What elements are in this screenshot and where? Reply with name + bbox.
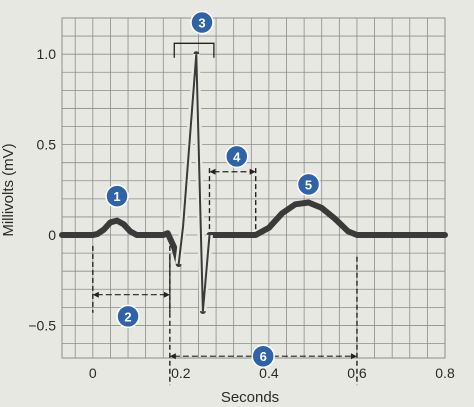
interval-bracket-3: [173, 42, 215, 58]
interval-arrow-left-2: [92, 291, 99, 298]
y-tick-label: −0.5: [28, 317, 56, 333]
annotation-badge-5: [296, 172, 321, 197]
x-tick-label: 0.8: [435, 365, 455, 381]
y-tick-label: 1.0: [37, 46, 57, 62]
annotation-badge-6: [251, 344, 275, 368]
annotation-label-4: 4: [233, 149, 241, 164]
interval-markers: [92, 42, 358, 386]
ecg-trace-group: [59, 51, 448, 314]
y-axis-label: Millivolts (mV): [0, 143, 17, 236]
x-tick-label: 0.6: [347, 365, 367, 381]
annotation-badge-2: [116, 304, 140, 329]
y-tick-labels: 1.0 0.5 0 −0.5: [28, 46, 56, 333]
qrs-complex: [177, 54, 211, 312]
y-tick-label: 0: [48, 227, 56, 243]
annotation-badge-4: [225, 144, 249, 169]
x-tick-label: 0.4: [259, 365, 279, 381]
interval-arrow-left-4: [209, 168, 216, 175]
interval-arrow-right-6: [350, 353, 357, 360]
x-tick-labels: 0 0.2 0.4 0.6 0.8: [89, 365, 455, 381]
annotation-label-6: 6: [260, 349, 267, 364]
x-tick-label: 0: [89, 365, 97, 381]
annotation-badge-1: [105, 184, 129, 208]
y-tick-label: 0.5: [37, 137, 57, 153]
annotation-label-5: 5: [305, 177, 312, 192]
annotation-label-1: 1: [113, 189, 120, 204]
annotation-label-3: 3: [198, 16, 205, 31]
interval-arrow-left-6: [169, 353, 176, 360]
x-tick-label: 0.2: [171, 365, 191, 381]
annotation-badge-3: [190, 10, 214, 35]
x-axis-label: Seconds: [221, 389, 279, 406]
interval-arrow-right-2: [163, 291, 170, 298]
annotation-badges: 1 2 3 4 5 6: [105, 10, 321, 368]
interval-arrow-right-4: [249, 168, 256, 175]
annotation-label-2: 2: [124, 309, 131, 324]
